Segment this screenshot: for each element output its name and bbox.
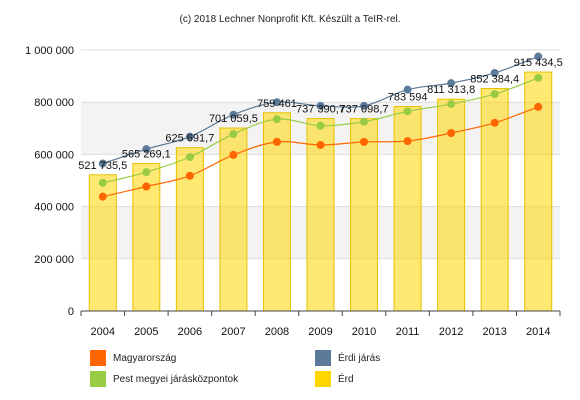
point-erdi-jaras <box>142 145 151 154</box>
x-tick-label: 2005 <box>134 326 158 338</box>
point-pest-megyei-jaraskozpontok <box>185 153 194 162</box>
plot-band <box>81 50 560 103</box>
point-magyarorszag <box>490 118 499 127</box>
legend-swatch-pest-megyei <box>90 371 106 387</box>
point-erdi-jaras <box>447 79 456 88</box>
x-tick-label: 2004 <box>91 326 115 338</box>
y-tick-label: 0 <box>68 306 74 318</box>
legend-label-pest-megyei: Pest megyei járásközpontok <box>113 373 239 385</box>
point-magyarorszag <box>185 171 194 180</box>
point-magyarorszag <box>403 137 412 146</box>
point-magyarorszag <box>98 192 107 201</box>
data-label-erd: 521 735,5 <box>78 160 127 172</box>
x-tick-label: 2007 <box>221 326 245 338</box>
point-pest-megyei-jaraskozpontok <box>403 107 412 116</box>
data-label-erd: 625 691,7 <box>165 133 214 145</box>
point-pest-megyei-jaraskozpontok <box>447 100 456 109</box>
point-pest-megyei-jaraskozpontok <box>229 130 238 139</box>
point-pest-megyei-jaraskozpontok <box>490 90 499 99</box>
point-magyarorszag <box>229 150 238 159</box>
data-label-erd: 783 594 <box>388 91 428 103</box>
point-magyarorszag <box>316 141 325 150</box>
bar-erd <box>524 71 553 312</box>
point-erdi-jaras <box>360 101 369 110</box>
data-label-erd: 701 059,5 <box>209 113 258 125</box>
point-erdi-jaras <box>534 52 543 61</box>
point-erdi-jaras <box>490 68 499 77</box>
x-tick-label: 2006 <box>178 326 202 338</box>
point-magyarorszag <box>534 102 543 111</box>
point-erdi-jaras <box>272 98 281 107</box>
x-tick-label: 2008 <box>265 326 289 338</box>
legend-label-erdi-jaras: Érdi járás <box>338 352 381 364</box>
chart-credit: (c) 2018 Lechner Nonprofit Kft. Készült … <box>179 14 401 25</box>
legend-item-magyarorszag: Magyarország <box>90 350 176 366</box>
point-pest-megyei-jaraskozpontok <box>316 121 325 130</box>
point-pest-megyei-jaraskozpontok <box>142 168 151 177</box>
legend-label-magyarorszag: Magyarország <box>113 352 177 364</box>
bar-erd <box>88 174 117 312</box>
x-tick-label: 2014 <box>526 326 550 338</box>
x-tick-label: 2013 <box>482 326 506 338</box>
point-pest-megyei-jaraskozpontok <box>272 115 281 124</box>
point-pest-megyei-jaraskozpontok <box>360 117 369 126</box>
point-pest-megyei-jaraskozpontok <box>534 73 543 82</box>
y-tick-label: 200 000 <box>34 254 74 266</box>
legend-label-erd: Érd <box>338 373 354 385</box>
point-erdi-jaras <box>229 110 238 119</box>
data-label-erd: 737 390,7 <box>296 104 345 116</box>
point-magyarorszag <box>360 137 369 146</box>
data-label-erd: 915 434,5 <box>514 57 563 69</box>
legend-swatch-erdi-jaras <box>315 350 331 366</box>
bar-erd <box>350 118 379 312</box>
point-pest-megyei-jaraskozpontok <box>98 178 107 187</box>
point-magyarorszag <box>142 182 151 191</box>
data-label-erd: 759 461 <box>257 98 297 110</box>
y-tick-label: 400 000 <box>34 202 74 214</box>
bar-erd <box>306 118 335 312</box>
point-magyarorszag <box>447 128 456 137</box>
legend-item-erd: Érd <box>315 371 354 387</box>
legend-swatch-erd <box>315 371 331 387</box>
y-tick-label: 800 000 <box>34 97 74 109</box>
y-tick-label: 1 000 000 <box>25 45 74 57</box>
point-erdi-jaras <box>98 159 107 168</box>
data-label-erd: 737 098,7 <box>340 104 389 116</box>
x-tick-label: 2010 <box>352 326 376 338</box>
data-label-erd: 852 384,4 <box>470 74 519 86</box>
data-label-erd: 811 313,8 <box>427 84 475 96</box>
point-erdi-jaras <box>403 85 412 94</box>
legend-item-erdi-jaras: Érdi járás <box>315 350 380 366</box>
point-erdi-jaras <box>316 101 325 110</box>
legend-swatch-magyarorszag <box>90 350 106 366</box>
point-magyarorszag <box>272 137 281 146</box>
x-tick-label: 2009 <box>308 326 332 338</box>
x-tick-label: 2011 <box>396 326 420 338</box>
legend-item-pest-megyei: Pest megyei járásközpontok <box>90 371 238 387</box>
data-label-erd: 565 269,1 <box>122 148 171 160</box>
x-tick-label: 2012 <box>439 326 463 338</box>
point-erdi-jaras <box>185 132 194 141</box>
y-tick-label: 600 000 <box>34 149 74 161</box>
